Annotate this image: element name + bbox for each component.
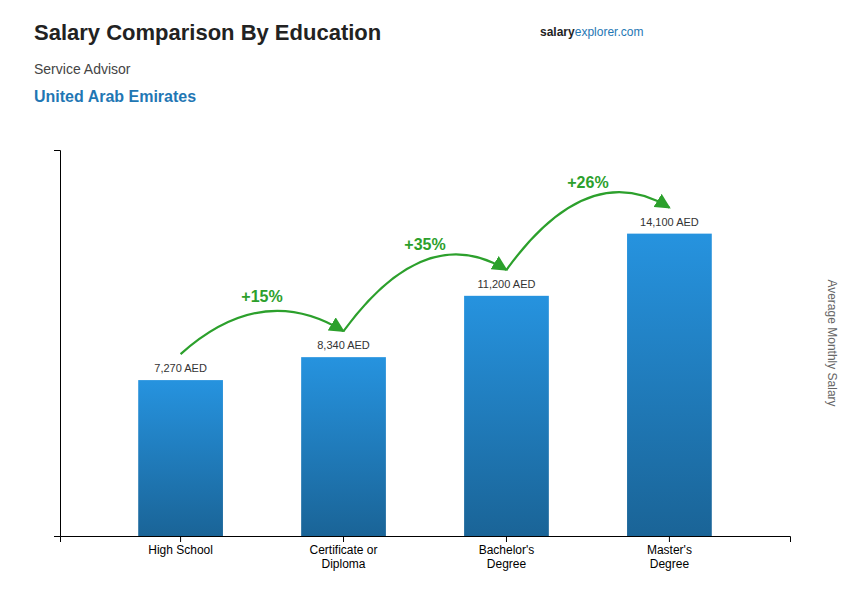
bar — [627, 234, 712, 536]
x-tick-mark — [180, 536, 181, 542]
data-labels: 7,270 AED 8,340 AED 11,200 AED 14,100 AED — [154, 216, 699, 374]
arc-arrow — [181, 311, 344, 354]
bar — [464, 296, 549, 536]
x-tick: Master'sDegree — [647, 536, 692, 571]
watermark: salaryexplorer.com — [540, 25, 643, 39]
arc-arrow — [506, 192, 669, 270]
bars — [138, 234, 712, 536]
x-tick-label-line: High School — [148, 543, 213, 557]
pct-label: +15% — [241, 288, 282, 305]
x-tick-mark — [669, 536, 670, 542]
x-tick-mark — [506, 536, 507, 542]
data-label: 11,200 AED — [478, 278, 536, 290]
pct-label: +35% — [404, 236, 445, 253]
x-tick: Certificate orDiploma — [310, 536, 378, 571]
x-tick-mark — [343, 536, 344, 542]
y-axis — [54, 151, 61, 537]
data-label: 8,340 AED — [317, 339, 370, 351]
x-tick-label-line: Bachelor's — [479, 543, 535, 557]
arc-arrow — [344, 254, 507, 331]
x-tick-label: Master'sDegree — [647, 543, 692, 571]
title: Salary Comparison By Education — [34, 20, 381, 45]
x-tick-label: Bachelor'sDegree — [479, 543, 535, 571]
chart: High School Certificate orDiploma Bachelor… — [0, 0, 850, 606]
x-tick-label-line: Diploma — [322, 557, 366, 571]
y-label: Average Monthly Salary — [825, 279, 839, 406]
subtitle: United Arab Emirates — [34, 88, 196, 105]
x-tick-label-line: Degree — [650, 557, 690, 571]
pct-label: +26% — [567, 174, 608, 191]
data-label: 7,270 AED — [154, 362, 207, 374]
bar — [138, 380, 223, 536]
x-tick-label: Certificate orDiploma — [310, 543, 378, 571]
x-tick-label: High School — [148, 543, 213, 557]
watermark-part: explorer.com — [575, 25, 644, 39]
x-tick-label-line: Degree — [487, 557, 527, 571]
y-axis-line — [54, 151, 61, 537]
annotations: +15% +35% +26% — [181, 174, 670, 354]
x-tick: Bachelor'sDegree — [479, 536, 535, 571]
x-tick-label-line: Master's — [647, 543, 692, 557]
x-axis: High School Certificate orDiploma Bachelor… — [61, 536, 791, 571]
data-label: 14,100 AED — [640, 216, 699, 228]
x-tick: High School — [148, 536, 213, 557]
subtitle: Service Advisor — [34, 61, 131, 77]
watermark-part: salary — [540, 25, 575, 39]
bar — [301, 357, 386, 536]
x-axis-line — [61, 537, 791, 543]
x-tick-label-line: Certificate or — [310, 543, 378, 557]
